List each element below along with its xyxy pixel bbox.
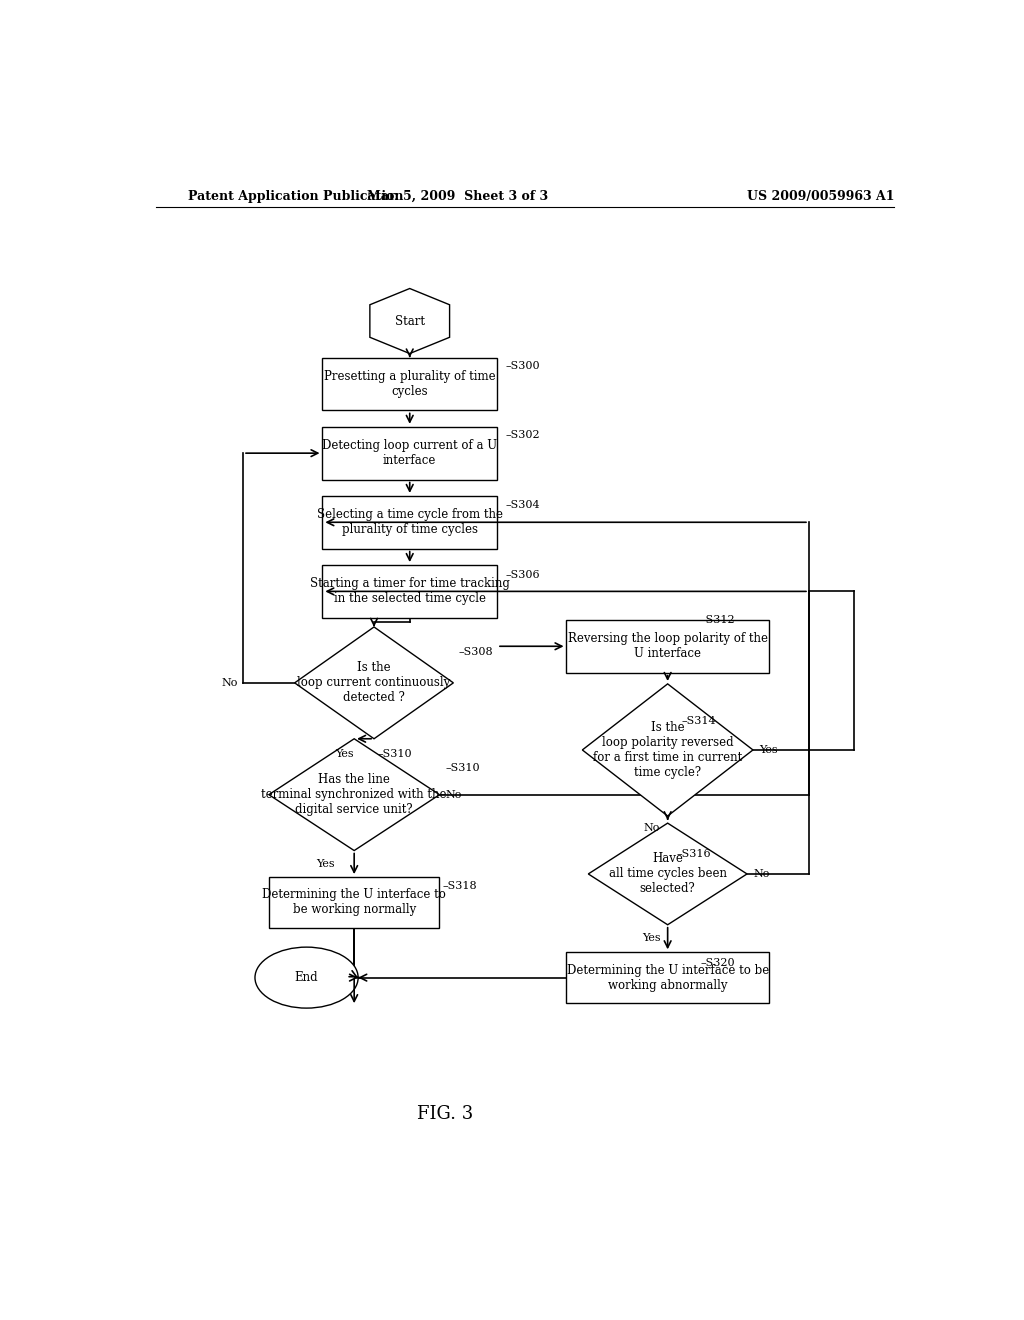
Text: –S306: –S306 [506, 570, 541, 579]
Text: Have
all time cycles been
selected?: Have all time cycles been selected? [608, 853, 727, 895]
Text: –S320: –S320 [701, 958, 735, 969]
Polygon shape [588, 824, 748, 925]
Text: FIG. 3: FIG. 3 [418, 1105, 473, 1123]
Text: Presetting a plurality of time
cycles: Presetting a plurality of time cycles [324, 370, 496, 399]
Text: No: No [445, 789, 462, 800]
Text: Yes: Yes [336, 748, 354, 759]
Text: –S314: –S314 [682, 717, 717, 726]
Text: Is the
loop current continuously
detected ?: Is the loop current continuously detecte… [297, 661, 451, 705]
Text: Reversing the loop polarity of the
U interface: Reversing the loop polarity of the U int… [567, 632, 768, 660]
Text: Yes: Yes [642, 933, 662, 942]
Text: No: No [754, 869, 770, 879]
Text: –S318: –S318 [442, 882, 477, 891]
FancyBboxPatch shape [323, 496, 497, 549]
Text: No: No [221, 678, 238, 688]
Text: No: No [644, 824, 659, 833]
Text: Yes: Yes [315, 859, 334, 869]
Text: Determining the U interface to
be working normally: Determining the U interface to be workin… [262, 888, 446, 916]
Text: Mar. 5, 2009  Sheet 3 of 3: Mar. 5, 2009 Sheet 3 of 3 [367, 190, 548, 202]
Text: Yes: Yes [760, 744, 778, 755]
FancyBboxPatch shape [323, 358, 497, 411]
FancyBboxPatch shape [269, 876, 439, 928]
Polygon shape [269, 739, 439, 850]
Ellipse shape [255, 948, 358, 1008]
Text: Is the
loop polarity reversed
for a first time in current
time cycle?: Is the loop polarity reversed for a firs… [593, 721, 742, 779]
FancyBboxPatch shape [566, 952, 769, 1003]
Text: Has the line
terminal synchronized with the
digital service unit?: Has the line terminal synchronized with … [261, 774, 446, 816]
Text: –S308: –S308 [458, 647, 493, 657]
Text: US 2009/0059963 A1: US 2009/0059963 A1 [748, 190, 895, 202]
Polygon shape [370, 289, 450, 354]
Polygon shape [583, 684, 753, 816]
Text: Detecting loop current of a U
interface: Detecting loop current of a U interface [323, 440, 498, 467]
Text: –S312: –S312 [701, 615, 735, 624]
Text: –S310: –S310 [445, 763, 480, 774]
Text: End: End [295, 972, 318, 985]
FancyBboxPatch shape [566, 620, 769, 673]
FancyBboxPatch shape [323, 565, 497, 618]
Text: Starting a timer for time tracking
in the selected time cycle: Starting a timer for time tracking in th… [310, 577, 510, 606]
Text: –S304: –S304 [506, 500, 541, 510]
Text: Patent Application Publication: Patent Application Publication [187, 190, 403, 202]
FancyBboxPatch shape [323, 426, 497, 479]
Text: –S300: –S300 [506, 360, 541, 371]
Text: –S310: –S310 [378, 748, 413, 759]
Text: Selecting a time cycle from the
plurality of time cycles: Selecting a time cycle from the pluralit… [316, 508, 503, 536]
Text: –S302: –S302 [506, 430, 541, 440]
Text: Start: Start [394, 314, 425, 327]
Text: Determining the U interface to be
working abnormally: Determining the U interface to be workin… [566, 964, 769, 991]
Polygon shape [295, 627, 454, 739]
Text: –S316: –S316 [677, 849, 711, 858]
